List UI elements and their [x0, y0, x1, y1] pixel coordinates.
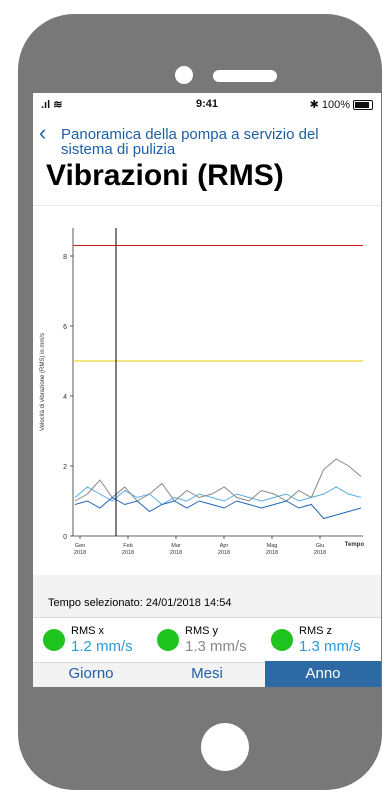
metric-label: RMS y [185, 625, 218, 637]
speaker-slot [213, 70, 277, 82]
y-axis-label: Velocità di vibrazione (RMS) in mm/s [40, 333, 46, 431]
metric-value: 1.3 mm/s [299, 638, 361, 655]
x-tick-label: Mar [171, 543, 181, 549]
x-axis-label: Tempo [345, 542, 365, 548]
x-tick-label: Gen [75, 543, 85, 549]
y-tick-label: 4 [63, 394, 67, 401]
status-dot-icon [43, 629, 65, 651]
bluetooth-icon: ✱ [309, 99, 319, 111]
series-line-x [74, 486, 362, 506]
period-tabs: Giorno Mesi Anno [33, 661, 381, 687]
metric-rms-z: RMS z 1.3 mm/s [271, 624, 381, 656]
metric-rms-x: RMS x 1.2 mm/s [43, 624, 153, 656]
metric-value: 1.2 mm/s [71, 638, 133, 655]
x-tick-year: 2018 [218, 550, 230, 556]
page-title: Vibrazioni (RMS) [46, 159, 284, 192]
chevron-left-icon: ‹ [39, 120, 47, 145]
back-link-label: Panoramica della pompa a servizio del si… [61, 126, 319, 158]
clock: 9:41 [195, 98, 219, 110]
vibration-chart[interactable]: 0 2 4 6 8 Velocità di vibrazione (RMS) in mm/… [33, 205, 381, 576]
camera-dot [175, 66, 193, 84]
series-line-y [74, 458, 362, 502]
metric-label: RMS x [71, 625, 104, 637]
metric-value: 1.3 mm/s [185, 638, 247, 655]
x-tick-year: 2018 [170, 550, 182, 556]
details-panel: Tempo selezionato: 24/01/2018 14:54 RMS … [33, 575, 381, 687]
selected-time: Tempo selezionato: 24/01/2018 14:54 [48, 597, 232, 609]
signal-wifi-icon: .ıl ≋ [41, 99, 63, 111]
x-tick-label: Giu [316, 543, 325, 549]
metric-rms-y: RMS y 1.3 mm/s [157, 624, 267, 656]
y-tick-label: 2 [63, 464, 67, 471]
metrics-row: RMS x 1.2 mm/s RMS y 1.3 mm/s RMS z 1.3 … [33, 617, 381, 663]
x-tick-year: 2018 [266, 550, 278, 556]
y-tick-label: 8 [63, 254, 67, 261]
x-tick-label: Apr [220, 543, 229, 549]
x-tick-year: 2018 [122, 550, 134, 556]
home-button[interactable] [201, 723, 249, 771]
x-tick-label: Mag [267, 543, 278, 549]
tab-anno[interactable]: Anno [265, 661, 381, 687]
tab-mesi[interactable]: Mesi [191, 665, 223, 682]
status-dot-icon [157, 629, 179, 651]
chart-svg: 0 2 4 6 8 Velocità di vibrazione (RMS) in mm/… [40, 228, 365, 556]
x-tick-year: 2018 [74, 550, 86, 556]
status-right: ✱ 100% [310, 98, 373, 111]
series-line-z [74, 496, 362, 520]
y-tick-label: 6 [63, 324, 67, 331]
metric-label: RMS z [299, 625, 332, 637]
status-bar: .ıl ≋ 9:41 ✱ 100% [33, 93, 381, 115]
x-tick-label: Feb [123, 543, 132, 549]
battery-icon [353, 99, 373, 110]
battery-percent: 100% [321, 98, 350, 111]
x-tick-year: 2018 [314, 550, 326, 556]
status-dot-icon [271, 629, 293, 651]
y-tick-label: 0 [63, 534, 67, 541]
tab-giorno[interactable]: Giorno [68, 665, 114, 682]
app-screen: .ıl ≋ 9:41 ✱ 100% ‹ Panoramica della pom… [33, 93, 381, 687]
